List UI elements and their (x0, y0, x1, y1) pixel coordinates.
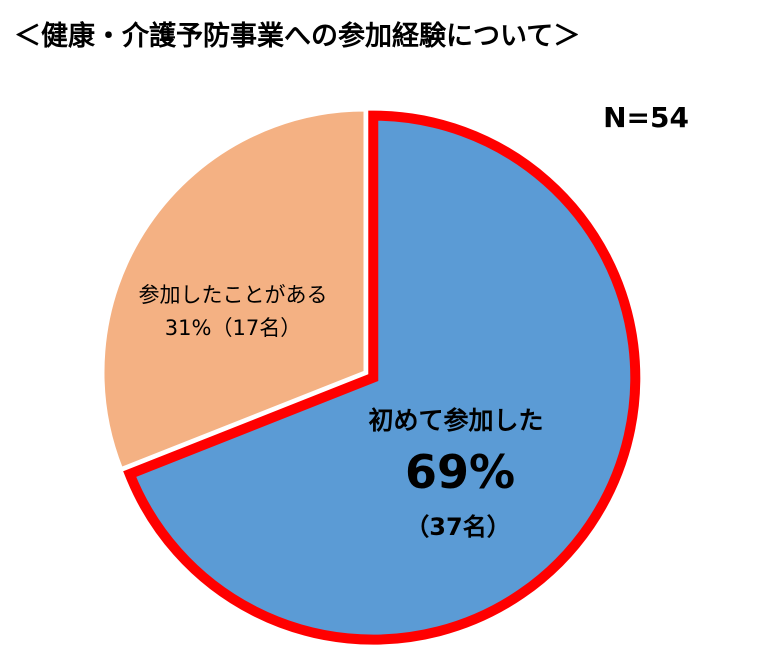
pie-slice-participated-before (101, 108, 367, 471)
slice-label-participated-before: 参加したことがある (139, 283, 328, 307)
pie-slices (101, 108, 641, 645)
slice-label-first-time: 初めて参加した (368, 406, 543, 435)
sample-size-label: N=54 (603, 101, 689, 134)
slice-count-first-time: （37名） (405, 513, 510, 541)
slice-percent-participated-before: 31%（17名） (165, 316, 301, 340)
pie-slice-first-time (123, 110, 641, 645)
chart-title: ＜健康・介護予防事業への参加経験について＞ (14, 21, 581, 52)
slice-percent-first-time: 69% (405, 445, 515, 499)
